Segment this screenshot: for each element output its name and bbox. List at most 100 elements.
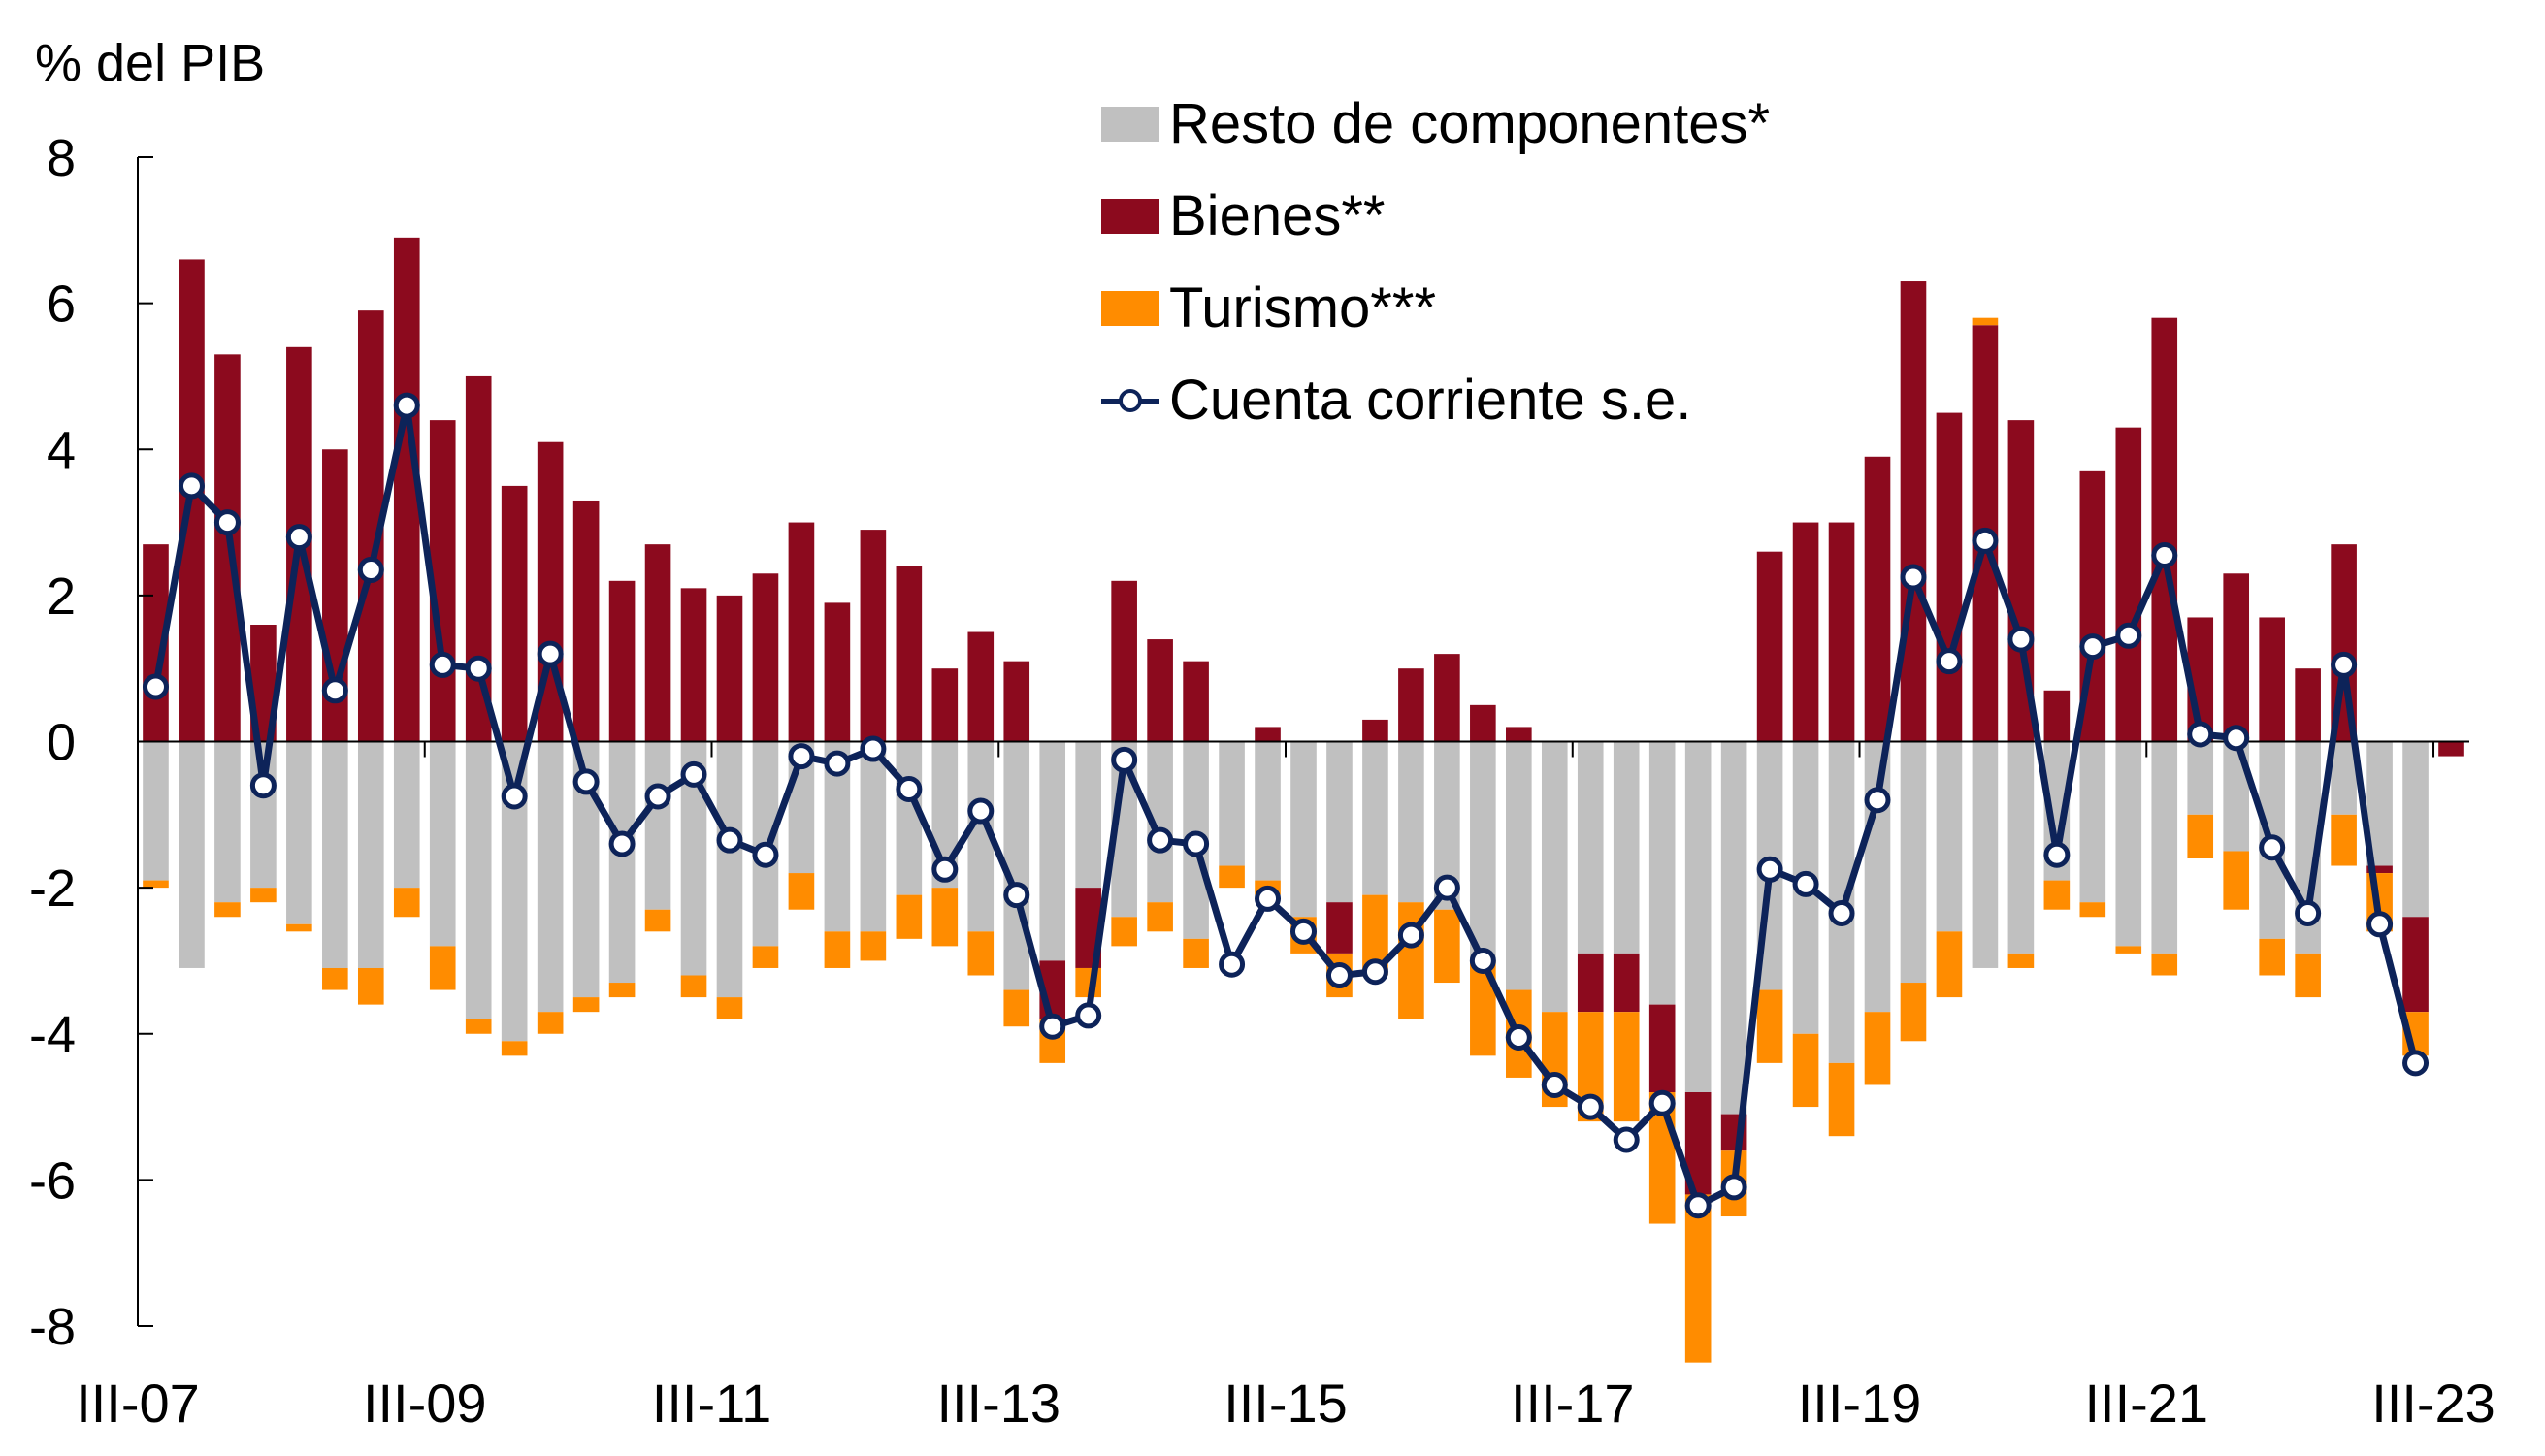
bar-resto-1 (179, 741, 205, 968)
bar-bienes-17 (752, 573, 779, 742)
bar-bienes-10 (501, 485, 528, 742)
point-cuenta-34 (1361, 958, 1388, 986)
bar-turismo-30 (1219, 865, 1245, 889)
bar-resto-30 (1219, 741, 1245, 866)
point-cuenta-24 (1003, 882, 1030, 909)
point-cuenta-56 (2151, 541, 2178, 568)
bar-bienes-46 (1792, 522, 1819, 742)
bar-turismo-0 (143, 880, 169, 889)
point-cuenta-27 (1111, 746, 1138, 773)
legend-swatch-bienes (1101, 198, 1159, 234)
bar-bienes-24 (1003, 661, 1030, 742)
legend-item-turismo: Turismo*** (1101, 262, 1770, 354)
point-cuenta-7 (393, 392, 420, 419)
y-tick-label-7: -6 (29, 1151, 76, 1210)
bar-bienes-33 (1326, 902, 1353, 954)
point-cuenta-49 (1900, 564, 1927, 591)
bar-resto-24 (1003, 741, 1030, 990)
bar-turismo-41 (1613, 1012, 1640, 1122)
bar-resto-61 (2331, 741, 2357, 815)
bar-bienes-21 (896, 566, 923, 742)
point-cuenta-48 (1864, 787, 1891, 814)
bar-resto-40 (1577, 741, 1604, 954)
bar-turismo-61 (2331, 814, 2357, 866)
legend-swatch-cuenta (1101, 383, 1159, 418)
point-cuenta-37 (1469, 947, 1496, 974)
bar-resto-44 (1720, 741, 1747, 1115)
bar-bienes-37 (1470, 704, 1496, 742)
point-cuenta-14 (644, 783, 671, 810)
bar-resto-4 (286, 741, 312, 924)
bar-bienes-16 (716, 595, 743, 742)
y-tick-label-6: -4 (29, 1006, 76, 1064)
point-cuenta-38 (1505, 1024, 1532, 1052)
bar-turismo-28 (1147, 902, 1173, 932)
x-tick-label-7: III-21 (2084, 1373, 2208, 1434)
bar-bienes-63 (2402, 917, 2429, 1013)
point-cuenta-11 (537, 640, 564, 667)
bar-turismo-14 (644, 909, 671, 932)
point-cuenta-30 (1219, 951, 1246, 978)
bar-bienes-60 (2295, 668, 2321, 742)
y-tick-label-5: -2 (29, 859, 76, 918)
bar-resto-51 (1972, 741, 1999, 968)
x-tick-label-8: III-23 (2371, 1373, 2496, 1434)
point-cuenta-19 (824, 750, 851, 777)
point-cuenta-16 (716, 826, 743, 854)
point-cuenta-6 (357, 557, 384, 584)
bar-turismo-3 (250, 888, 277, 903)
point-cuenta-53 (2043, 841, 2071, 868)
point-cuenta-17 (752, 841, 779, 868)
bar-turismo-6 (357, 967, 384, 1005)
point-cuenta-43 (1684, 1192, 1712, 1219)
bar-turismo-43 (1684, 1194, 1712, 1363)
bar-resto-20 (860, 741, 887, 932)
bar-resto-0 (143, 741, 169, 881)
bar-turismo-47 (1828, 1062, 1855, 1137)
point-cuenta-8 (429, 651, 456, 678)
bar-turismo-7 (393, 888, 420, 918)
point-cuenta-36 (1433, 874, 1460, 901)
point-cuenta-50 (1936, 648, 1963, 675)
bar-turismo-60 (2295, 953, 2321, 998)
bar-bienes-55 (2115, 427, 2142, 742)
y-tick-label-1: 6 (47, 275, 76, 334)
bar-resto-26 (1075, 741, 1101, 889)
point-cuenta-63 (2402, 1050, 2430, 1077)
point-cuenta-51 (1972, 527, 1999, 554)
bar-resto-49 (1900, 741, 1927, 984)
point-cuenta-28 (1147, 826, 1174, 854)
bar-turismo-55 (2115, 946, 2142, 954)
bar-resto-52 (2007, 741, 2035, 954)
point-cuenta-25 (1039, 1013, 1066, 1040)
legend-item-resto: Resto de componentes* (1101, 78, 1770, 170)
bar-resto-31 (1255, 741, 1281, 881)
bar-resto-16 (716, 741, 743, 998)
bar-resto-35 (1398, 741, 1424, 903)
point-cuenta-55 (2115, 622, 2142, 649)
line-cuenta-corriente (152, 402, 2419, 1210)
point-cuenta-61 (2331, 651, 2358, 678)
bar-turismo-5 (322, 967, 348, 990)
legend-label-resto: Resto de componentes* (1169, 92, 1771, 155)
bar-bienes-36 (1434, 654, 1460, 742)
bar-turismo-22 (931, 888, 959, 947)
bar-resto-33 (1326, 741, 1353, 903)
y-tick-label-4: 0 (47, 714, 76, 772)
point-cuenta-60 (2295, 899, 2322, 926)
point-cuenta-58 (2223, 725, 2250, 752)
bar-turismo-2 (214, 902, 241, 918)
x-tick-label-1: III-09 (363, 1373, 487, 1434)
bar-turismo-54 (2079, 902, 2106, 918)
bar-bienes-35 (1398, 668, 1424, 742)
bar-turismo-52 (2007, 953, 2035, 968)
y-tick-label-3: 2 (47, 567, 76, 626)
bar-turismo-49 (1900, 983, 1927, 1042)
legend: Resto de componentes* Bienes** Turismo**… (1101, 78, 1770, 446)
bar-bienes-34 (1362, 719, 1388, 742)
bar-bienes-13 (608, 580, 636, 742)
y-tick-label-2: 4 (47, 421, 76, 479)
point-cuenta-10 (501, 783, 528, 810)
bar-resto-50 (1936, 741, 1963, 932)
bar-bienes-23 (967, 631, 995, 742)
